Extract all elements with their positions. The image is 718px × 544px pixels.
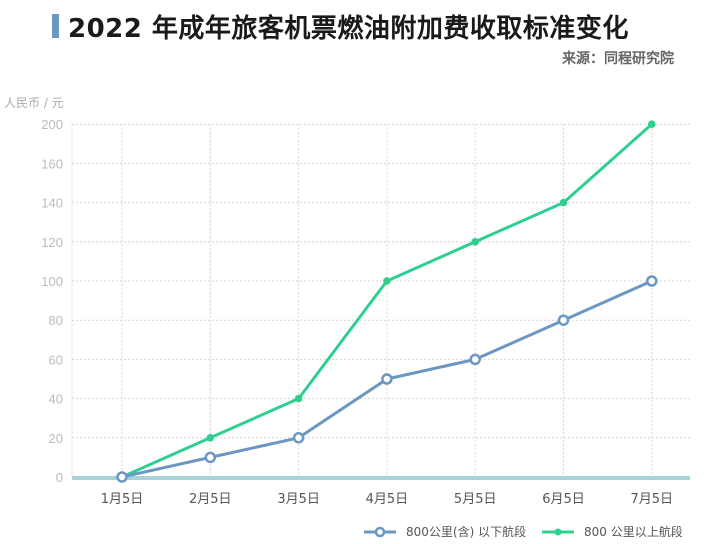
legend-label: 800公里(含) 以下航段 (406, 525, 527, 539)
data-point (646, 275, 658, 287)
data-point (469, 353, 481, 366)
y-tick-label: 80 (49, 313, 63, 328)
data-point (206, 434, 215, 442)
data-point (294, 394, 303, 403)
x-tick-label: 3月5日 (277, 492, 320, 507)
y-tick-label: 200 (41, 117, 63, 132)
data-point (381, 373, 393, 385)
chart-title: 2022 年成年旅客机票燃油附加费收取标准变化 (68, 14, 629, 44)
legend-label: 800 公里以上航段 (584, 525, 683, 539)
y-tick-label: 0 (56, 470, 63, 485)
y-tick-label: 40 (49, 392, 63, 407)
x-tick-label: 2月5日 (189, 492, 232, 507)
data-point (116, 471, 128, 483)
x-tick-label: 4月5日 (366, 492, 409, 507)
y-tick-label: 60 (49, 352, 63, 367)
x-tick-label: 6月5日 (542, 492, 585, 507)
y-tick-label: 100 (41, 274, 63, 289)
data-point (292, 432, 305, 444)
data-point (648, 120, 656, 128)
legend-item-above-800: 800 公里以上航段 (540, 523, 683, 540)
x-tick-label: 1月5日 (101, 492, 144, 507)
data-point (559, 198, 568, 207)
legend-marker-filled-icon (542, 528, 574, 535)
data-point (471, 238, 480, 246)
y-tick-label: 160 (41, 156, 63, 171)
y-tick-label: 120 (41, 235, 63, 250)
x-tick-label: 5月5日 (454, 492, 497, 507)
data-point (557, 314, 570, 326)
data-point (383, 277, 391, 285)
legend-marker-hollow-icon (364, 526, 396, 537)
y-tick-label: 140 (41, 196, 63, 211)
chart-source: 来源：同程研究院 (562, 51, 674, 67)
data-point (204, 451, 217, 464)
y-tick-label: 20 (49, 431, 63, 446)
legend-item-below-800: 800公里(含) 以下航段 (362, 523, 526, 540)
x-tick-label: 7月5日 (631, 492, 674, 507)
y-axis-label: 人民币 / 元 (4, 96, 64, 110)
title-accent-bar (52, 14, 59, 38)
